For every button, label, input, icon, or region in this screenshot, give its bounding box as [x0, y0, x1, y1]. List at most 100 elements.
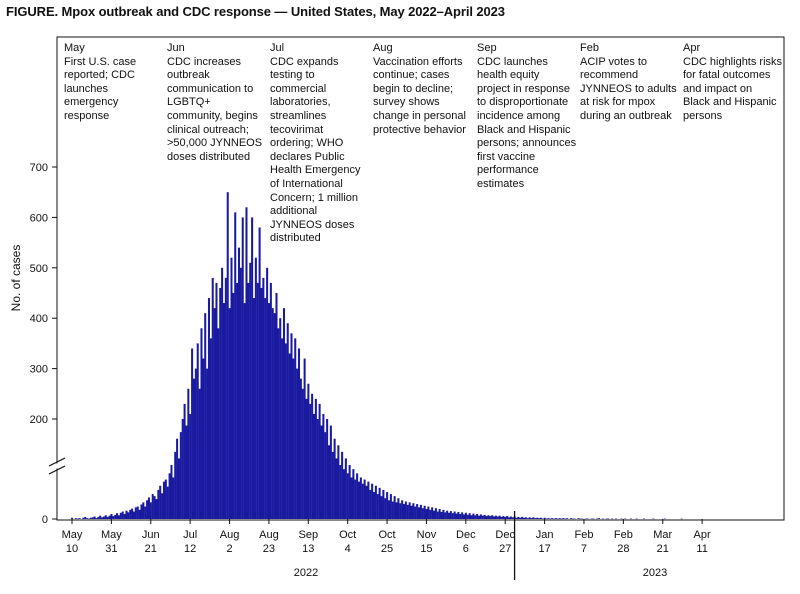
bar: [275, 293, 278, 519]
bar: [97, 516, 100, 519]
bar: [352, 469, 355, 519]
bar: [500, 516, 503, 519]
x-tick-day: 25: [381, 543, 393, 555]
bar: [442, 509, 445, 519]
bar: [586, 518, 589, 520]
annotation-text: CDC increases outbreak communication to …: [167, 55, 263, 163]
bar: [408, 502, 411, 519]
y-tick-label: 700: [30, 162, 48, 174]
bar: [292, 358, 295, 519]
bar: [466, 514, 469, 519]
bar: [348, 465, 351, 519]
bar: [474, 515, 477, 519]
bar: [142, 502, 145, 519]
bar: [425, 509, 428, 519]
bar: [551, 518, 554, 519]
bar: [459, 514, 462, 519]
bar: [183, 403, 186, 519]
bar: [117, 515, 120, 519]
year-label: 2022: [294, 567, 318, 579]
bar: [146, 500, 149, 519]
bar: [236, 282, 239, 519]
bar: [264, 298, 267, 519]
bar: [569, 518, 572, 519]
bar: [363, 479, 366, 519]
x-tick-month: May: [101, 529, 122, 541]
annotation-month: Jun: [167, 42, 185, 54]
bar: [521, 516, 524, 519]
bar: [399, 503, 402, 519]
bar: [508, 517, 511, 519]
bar: [192, 378, 195, 519]
bar: [116, 513, 119, 519]
bar: [596, 518, 599, 520]
bar: [297, 348, 301, 519]
x-tick-month: Jun: [142, 529, 160, 541]
bar: [104, 515, 107, 519]
bars-group: [71, 192, 683, 520]
annotation-text: CDC expands testing to commercial labora…: [270, 55, 361, 245]
bar: [463, 514, 466, 519]
bar: [110, 514, 113, 519]
bar: [502, 516, 505, 519]
x-tick-day: 28: [617, 543, 629, 555]
bar: [119, 512, 122, 519]
bar: [468, 513, 471, 519]
x-tick-day: 31: [105, 543, 117, 555]
x-tick-month: Jul: [183, 529, 197, 541]
bar: [93, 516, 96, 519]
bar: [406, 504, 409, 519]
bar: [114, 514, 117, 519]
bar: [553, 518, 556, 520]
bar: [496, 516, 499, 519]
bar: [213, 308, 216, 519]
bar: [311, 393, 314, 519]
bar: [284, 343, 287, 519]
bar: [444, 512, 447, 519]
bar: [207, 298, 210, 519]
bar: [592, 518, 595, 520]
bar: [185, 425, 188, 519]
bar: [494, 515, 497, 519]
bar: [189, 413, 192, 519]
x-tick-month: Dec: [495, 529, 515, 541]
bar: [528, 517, 531, 519]
bar: [204, 313, 207, 519]
bar: [129, 509, 132, 519]
bar: [172, 477, 175, 519]
bar: [446, 510, 449, 519]
x-tick-day: 2: [226, 543, 232, 555]
bar: [434, 508, 437, 519]
bar: [206, 368, 209, 519]
bar: [99, 515, 102, 519]
bar: [532, 517, 535, 519]
bar: [288, 353, 291, 519]
bar: [215, 282, 218, 519]
bar: [541, 518, 544, 520]
bar: [196, 343, 199, 519]
bar: [470, 515, 473, 519]
bar: [86, 518, 89, 519]
bar: [350, 477, 353, 519]
bar: [433, 510, 436, 519]
bar: [547, 518, 550, 519]
bar: [416, 504, 419, 519]
x-tick-month: Feb: [614, 529, 633, 541]
bar: [138, 509, 141, 519]
annotation: Feb ACIP votes to recommend JYNNEOS to ad…: [580, 42, 684, 124]
x-axis: May 10 May 31 Jun 21 Jul 12 Aug 2 Aug 23 Sep 13 Oct 4 Oc…: [62, 511, 711, 580]
x-tick-day: 10: [66, 543, 78, 555]
bar: [273, 313, 276, 519]
bar: [151, 494, 154, 519]
bar: [296, 368, 299, 519]
annotation-month: Jul: [270, 42, 285, 54]
bar: [652, 518, 655, 520]
axis-break-mark: [48, 465, 66, 475]
bar: [106, 516, 109, 519]
y-axis: 0 200 300 400 500 600 700: [30, 162, 66, 526]
bar: [519, 517, 522, 519]
annotation: Jun CDC increases outbreak communication …: [167, 42, 271, 164]
x-tick-day: 7: [581, 543, 587, 555]
bar: [344, 458, 347, 519]
bar: [127, 512, 130, 519]
